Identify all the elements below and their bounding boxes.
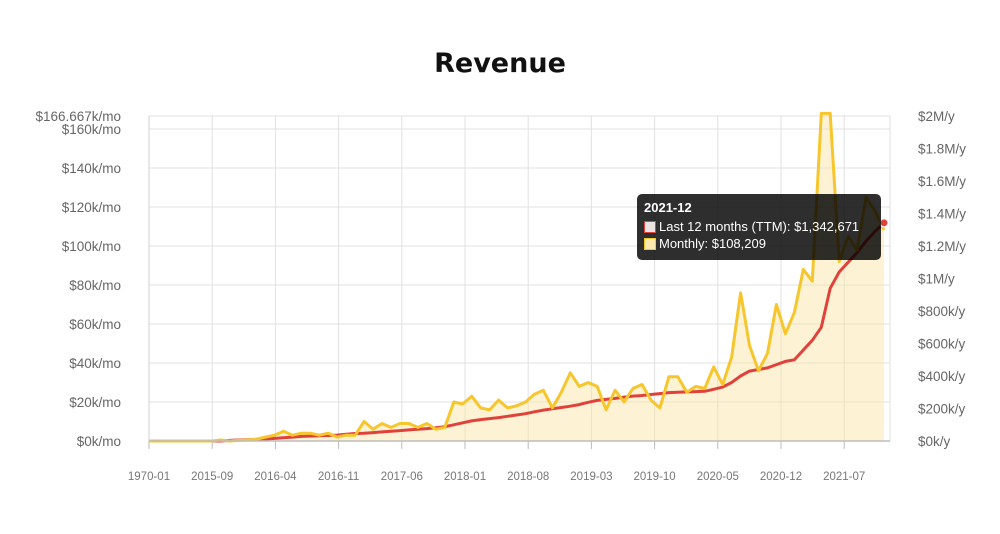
x-axis-tick-label: 2016-11	[318, 471, 359, 483]
x-axis-tick-label: 2019-03	[570, 471, 612, 483]
monthly-swatch-icon	[644, 237, 656, 250]
right-axis-tick-label: $800k/y	[918, 304, 966, 319]
left-axis-tick-label: $166.667k/mo	[35, 109, 121, 124]
chart-title: Revenue	[434, 48, 566, 79]
tooltip-row-ttm: Last 12 months (TTM): $1,342,671	[644, 218, 874, 235]
ttm-swatch-icon	[644, 220, 656, 233]
left-axis-tick-label: $160k/mo	[62, 122, 121, 137]
tooltip-monthly-text: Monthly: $108,209	[659, 236, 766, 251]
right-axis-tick-label: $1.6M/y	[918, 174, 966, 189]
left-axis-tick-label: $80k/mo	[69, 278, 121, 293]
left-axis-tick-label: $100k/mo	[62, 239, 121, 254]
monthly-area-fill	[149, 113, 884, 442]
left-axis-tick-label: $120k/mo	[62, 200, 121, 215]
right-axis-tick-label: $0k/y	[918, 434, 951, 449]
x-axis-tick-label: 2015-09	[191, 471, 233, 483]
left-axis-tick-label: $40k/mo	[69, 356, 121, 371]
tooltip-row-monthly: Monthly: $108,209	[644, 235, 874, 252]
left-axis-tick-label: $0k/mo	[77, 434, 121, 449]
right-axis-tick-label: $1.8M/y	[918, 142, 966, 157]
x-axis-tick-label: 2019-10	[633, 471, 675, 483]
chart-tooltip: 2021-12 Last 12 months (TTM): $1,342,671…	[637, 194, 881, 260]
x-axis-tick-label: 2021-07	[823, 471, 865, 483]
right-axis-tick-label: $1M/y	[918, 272, 955, 287]
hover-indicator	[879, 218, 889, 228]
left-axis-tick-label: $20k/mo	[69, 395, 121, 410]
tooltip-date: 2021-12	[644, 200, 692, 215]
x-axis-tick-label: 2020-12	[760, 471, 802, 483]
right-axis-tick-label: $200k/y	[918, 402, 966, 417]
x-axis-tick-label: 2017-06	[381, 471, 423, 483]
right-axis-tick-label: $2M/y	[918, 109, 955, 124]
axes: $0k/mo $20k/mo $40k/mo $60k/mo $80k/mo $100k/…	[35, 109, 966, 483]
monthly-series-line[interactable]	[149, 111, 886, 443]
left-axis-tick-label: $140k/mo	[62, 161, 121, 176]
x-axis-tick-label: 2016-04	[254, 471, 297, 483]
ttm-series-line[interactable]	[149, 221, 886, 443]
x-axis-tick-label: 1970-01	[128, 471, 170, 483]
ttm-hover-point	[879, 218, 889, 228]
grid	[148, 115, 891, 442]
right-axis-tick-label: $1.4M/y	[918, 207, 966, 222]
right-axis-tick-label: $400k/y	[918, 369, 966, 384]
left-axis-tick-label: $60k/mo	[69, 317, 121, 332]
x-axis-tick-label: 2020-05	[697, 471, 739, 483]
x-axis-tick-label: 2018-01	[444, 471, 486, 483]
tooltip-ttm-text: Last 12 months (TTM): $1,342,671	[659, 219, 860, 234]
x-axis-tick-label: 2018-08	[507, 471, 549, 483]
right-axis-tick-label: $600k/y	[918, 337, 966, 352]
right-axis-tick-label: $1.2M/y	[918, 239, 966, 254]
